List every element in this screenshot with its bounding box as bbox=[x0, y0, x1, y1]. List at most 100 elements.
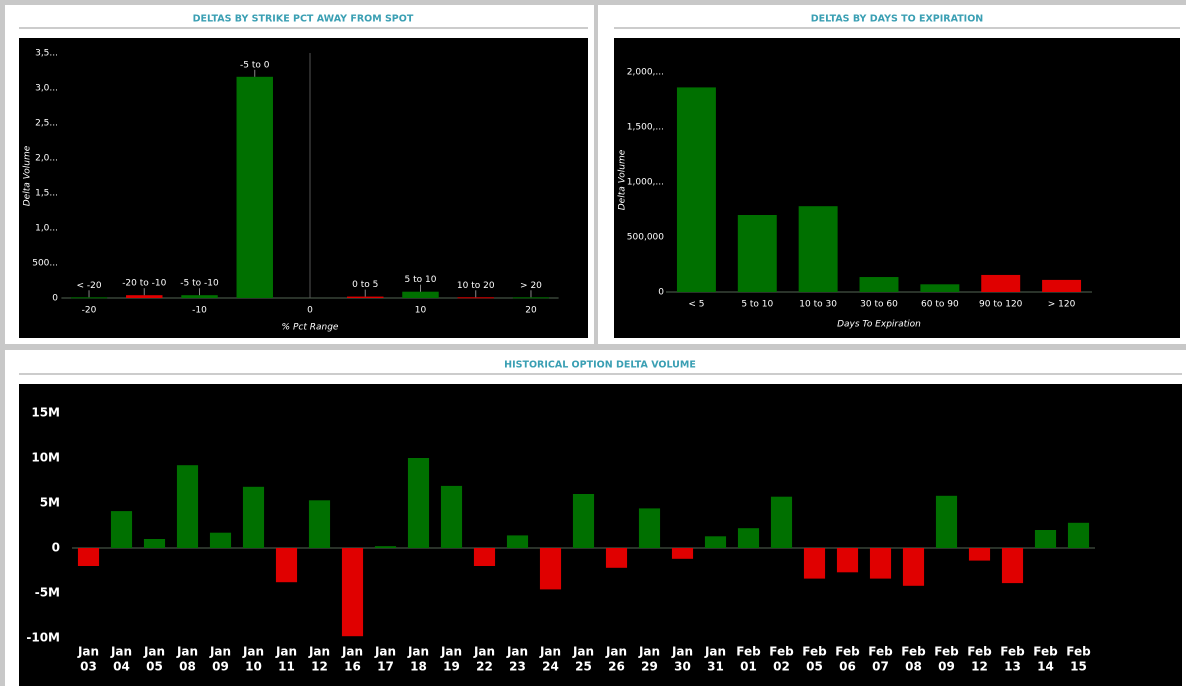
bar bbox=[1042, 279, 1082, 292]
y-tick-label: 0 bbox=[52, 294, 58, 304]
x-tick-label: Feb bbox=[868, 645, 893, 659]
x-tick-label: 60 to 90 bbox=[921, 300, 959, 310]
x-tick-label: Feb bbox=[1000, 645, 1025, 659]
bar bbox=[676, 87, 716, 293]
data-label: -5 to -10 bbox=[180, 279, 219, 289]
x-tick-label: Feb bbox=[835, 645, 860, 659]
bar bbox=[859, 277, 899, 292]
x-tick-label: Jan bbox=[440, 645, 462, 659]
data-label: -5 to 0 bbox=[240, 60, 270, 70]
bar bbox=[737, 215, 777, 292]
x-tick-label: 09 bbox=[212, 660, 229, 674]
x-tick-label: 23 bbox=[509, 660, 526, 674]
x-tick-label: 12 bbox=[311, 660, 328, 674]
y-tick-label: 10M bbox=[31, 451, 60, 465]
bar bbox=[798, 206, 838, 292]
x-tick-label: 19 bbox=[443, 660, 460, 674]
bar bbox=[110, 511, 133, 548]
bar bbox=[341, 548, 364, 637]
x-tick-label: 18 bbox=[410, 660, 427, 674]
bar bbox=[981, 274, 1021, 292]
bar bbox=[402, 291, 439, 298]
y-tick-label: 3,0... bbox=[35, 84, 58, 94]
x-tick-label: Feb bbox=[901, 645, 926, 659]
x-tick-label: Feb bbox=[802, 645, 827, 659]
x-tick-label: Feb bbox=[967, 645, 992, 659]
x-tick-label: 15 bbox=[1070, 660, 1087, 674]
bar bbox=[77, 548, 100, 566]
x-tick-label: 10 bbox=[415, 306, 427, 316]
x-tick-label: 05 bbox=[806, 660, 823, 674]
y-tick-label: 500,000 bbox=[627, 233, 664, 243]
y-tick-label: 2,5... bbox=[35, 119, 58, 129]
y-tick-label: 1,0... bbox=[35, 224, 58, 234]
plot-area bbox=[19, 38, 588, 338]
x-tick-label: 16 bbox=[344, 660, 361, 674]
x-tick-label: 90 to 120 bbox=[979, 300, 1023, 310]
x-tick-label: Jan bbox=[176, 645, 198, 659]
bar bbox=[968, 548, 991, 561]
bar bbox=[181, 295, 218, 298]
bar bbox=[143, 539, 166, 548]
data-label: 10 to 20 bbox=[457, 281, 495, 291]
bar bbox=[770, 496, 793, 548]
y-tick-label: 1,500,... bbox=[627, 123, 664, 133]
bar bbox=[836, 548, 859, 573]
bar bbox=[638, 508, 661, 548]
x-tick-label: Feb bbox=[1066, 645, 1091, 659]
x-tick-label: 08 bbox=[905, 660, 922, 674]
x-tick-label: 10 to 30 bbox=[799, 300, 837, 310]
x-tick-label: 26 bbox=[608, 660, 625, 674]
y-axis-label: Delta Volume bbox=[23, 145, 33, 206]
x-tick-label: 13 bbox=[1004, 660, 1021, 674]
x-tick-label: Jan bbox=[704, 645, 726, 659]
chart-title: DELTAS BY STRIKE PCT AWAY FROM SPOT bbox=[193, 14, 414, 25]
bar bbox=[671, 548, 694, 559]
bar bbox=[242, 486, 265, 548]
bar bbox=[935, 495, 958, 548]
x-tick-label: Feb bbox=[1033, 645, 1058, 659]
x-tick-label: -20 bbox=[82, 306, 97, 316]
chart-title: HISTORICAL OPTION DELTA VOLUME bbox=[504, 360, 696, 371]
x-tick-label: 05 bbox=[146, 660, 163, 674]
x-tick-label: 31 bbox=[707, 660, 724, 674]
x-tick-label: Jan bbox=[308, 645, 330, 659]
x-tick-label: 14 bbox=[1037, 660, 1054, 674]
x-tick-label: Jan bbox=[341, 645, 363, 659]
y-tick-label: -5M bbox=[35, 586, 60, 600]
bar bbox=[126, 295, 163, 298]
x-tick-label: 07 bbox=[872, 660, 889, 674]
x-tick-label: 25 bbox=[575, 660, 592, 674]
bar bbox=[605, 548, 628, 568]
y-tick-label: 1,5... bbox=[35, 189, 58, 199]
bar bbox=[374, 546, 397, 548]
data-label: > 20 bbox=[520, 281, 542, 291]
bar bbox=[407, 458, 430, 548]
x-tick-label: 5 to 10 bbox=[741, 300, 773, 310]
x-tick-label: Jan bbox=[572, 645, 594, 659]
x-tick-label: Feb bbox=[736, 645, 761, 659]
x-tick-label: 24 bbox=[542, 660, 559, 674]
bar bbox=[473, 548, 496, 566]
x-tick-label: 12 bbox=[971, 660, 988, 674]
x-tick-label: Jan bbox=[539, 645, 561, 659]
x-tick-label: 0 bbox=[307, 306, 313, 316]
x-tick-label: Jan bbox=[209, 645, 231, 659]
y-tick-label: 0 bbox=[52, 541, 60, 555]
bar bbox=[572, 494, 595, 548]
x-tick-label: 01 bbox=[740, 660, 757, 674]
x-tick-label: Jan bbox=[407, 645, 429, 659]
bar bbox=[308, 500, 331, 548]
x-tick-label: < 5 bbox=[688, 300, 704, 310]
x-tick-label: 11 bbox=[278, 660, 295, 674]
x-tick-label: Feb bbox=[934, 645, 959, 659]
data-label: 5 to 10 bbox=[405, 275, 437, 285]
x-tick-label: 04 bbox=[113, 660, 130, 674]
x-tick-label: Jan bbox=[506, 645, 528, 659]
x-tick-label: > 120 bbox=[1048, 300, 1076, 310]
y-axis-label: Delta Volume bbox=[618, 149, 628, 210]
x-tick-label: Jan bbox=[110, 645, 132, 659]
y-tick-label: 3,5... bbox=[35, 49, 58, 59]
data-label: -20 to -10 bbox=[122, 279, 166, 289]
